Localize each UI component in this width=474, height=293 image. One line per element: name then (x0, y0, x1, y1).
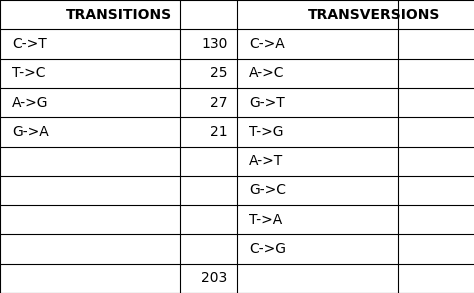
Text: TRANSVERSIONS: TRANSVERSIONS (308, 8, 441, 22)
Text: T->C: T->C (12, 66, 46, 80)
Text: C->A: C->A (249, 37, 284, 51)
Text: G->T: G->T (249, 96, 284, 110)
Text: C->G: C->G (249, 242, 286, 256)
Text: 25: 25 (210, 66, 228, 80)
Text: A->C: A->C (249, 66, 284, 80)
Text: TRANSITIONS: TRANSITIONS (65, 8, 172, 22)
Text: T->A: T->A (249, 213, 282, 227)
Text: A->G: A->G (12, 96, 48, 110)
Text: T->G: T->G (249, 125, 283, 139)
Text: C->T: C->T (12, 37, 46, 51)
Text: 21: 21 (210, 125, 228, 139)
Text: A->T: A->T (249, 154, 283, 168)
Text: G->C: G->C (249, 183, 286, 197)
Text: 130: 130 (201, 37, 228, 51)
Text: 27: 27 (210, 96, 228, 110)
Text: 203: 203 (201, 271, 228, 285)
Text: G->A: G->A (12, 125, 49, 139)
